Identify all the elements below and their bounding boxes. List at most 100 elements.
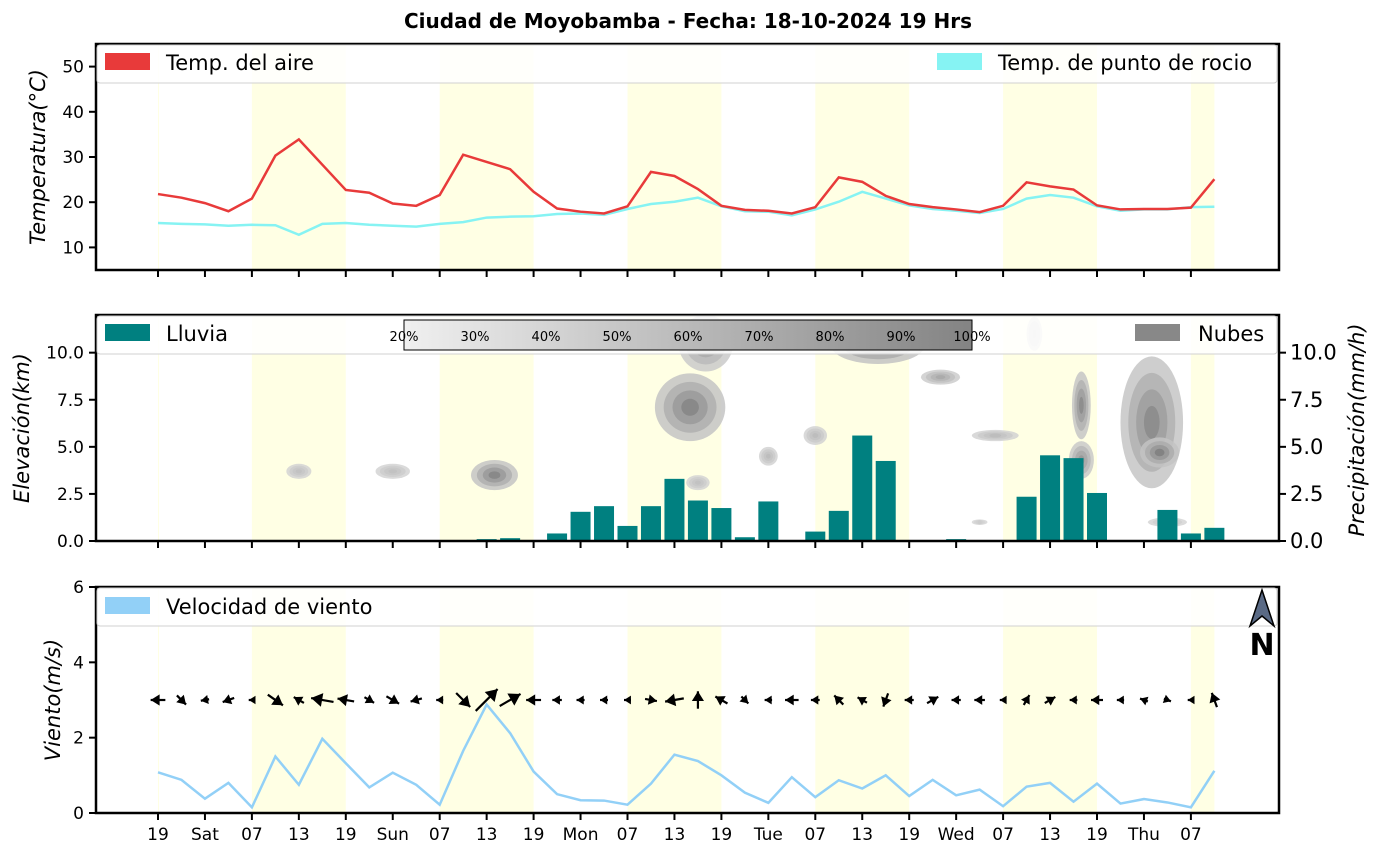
cloud-contour xyxy=(488,471,501,479)
legend-wind: Velocidad de viento xyxy=(166,595,372,619)
wind-arrow xyxy=(1162,694,1172,704)
colorbar-label: 90% xyxy=(887,330,916,345)
x-tick-label: Thu xyxy=(1127,825,1160,845)
daylight-band xyxy=(1190,44,1215,270)
precipitation-y-ticks: 0.0 2.5 5.0 7.5 10.0 xyxy=(1279,341,1337,553)
wind-arrow xyxy=(310,693,334,707)
wind-arrow xyxy=(926,695,939,706)
x-tick-label: 13 xyxy=(476,825,498,845)
legend-dew-point: Temp. de punto de rocio xyxy=(997,51,1252,75)
rain-bar xyxy=(570,511,591,541)
right-y-tick-label: 2.5 xyxy=(1290,482,1323,506)
y-tick-label: 40 xyxy=(62,103,84,123)
cloud-contour xyxy=(694,480,701,485)
wind-speed-line xyxy=(157,702,1216,810)
x-tick-label: 19 xyxy=(335,825,357,845)
rain-bar xyxy=(617,525,638,541)
x-tick-label: 07 xyxy=(804,825,826,845)
right-y-tick-label: 5.0 xyxy=(1290,435,1323,459)
wind-arrow xyxy=(1187,695,1195,705)
wind-arrow xyxy=(691,691,704,709)
rain-bar xyxy=(1204,527,1225,541)
wind-frame xyxy=(94,585,1281,815)
y-tick-label: 20 xyxy=(62,193,84,213)
rain-bar xyxy=(734,537,755,541)
dew-point-line xyxy=(157,190,1215,237)
wind-arrow xyxy=(410,694,423,705)
rain-bar xyxy=(1087,492,1107,541)
rain-bar xyxy=(664,478,685,541)
right-y-tick-label: 10.0 xyxy=(1290,341,1337,365)
rain-bar xyxy=(805,531,826,541)
rain-bar xyxy=(547,533,568,541)
legend-clouds: Nubes xyxy=(1198,322,1264,346)
wind-arrow xyxy=(1116,695,1125,705)
x-tick-label: 13 xyxy=(664,825,686,845)
cloud-contour xyxy=(388,469,398,474)
rain-bar xyxy=(875,460,896,541)
colorbar-label: 60% xyxy=(674,330,703,345)
y-tick-label: 2 xyxy=(73,729,84,749)
x-tick-label: 07 xyxy=(1180,825,1202,845)
x-tick-label: 19 xyxy=(1086,825,1108,845)
wind-arrow xyxy=(176,694,187,706)
rain-bar xyxy=(758,501,779,541)
wind-arrow xyxy=(600,695,609,705)
y-tick-label: 10 xyxy=(62,238,84,258)
rain-bar xyxy=(687,500,708,541)
north-arrow-icon: N xyxy=(1248,587,1276,663)
cloud-contour xyxy=(935,375,946,380)
wind-arrow xyxy=(739,694,750,705)
cloud-contour xyxy=(977,520,982,525)
wind-arrow xyxy=(455,692,471,708)
rain-bar xyxy=(500,538,521,541)
daylight-band xyxy=(1190,315,1215,541)
elevation-y-ticks: 0.0 2.5 5.0 7.5 10.0 xyxy=(46,344,96,552)
y-tick-label: 5.0 xyxy=(57,438,84,458)
colorbar-label: 70% xyxy=(745,330,774,345)
x-tick-label: 07 xyxy=(617,825,639,845)
wind-arrow xyxy=(363,694,375,704)
wind-legend: Velocidad de viento xyxy=(96,587,1278,627)
wind-swatch xyxy=(105,597,150,614)
colorbar-label: 80% xyxy=(816,330,845,345)
wind-arrow xyxy=(526,694,542,706)
wind-speed-line xyxy=(157,702,1216,810)
clouds-swatch xyxy=(1135,324,1180,341)
wind-arrow xyxy=(999,695,1007,705)
wind-arrow xyxy=(150,694,166,706)
y-tick-label: 7.5 xyxy=(57,391,84,411)
cloud-cover-colorbar xyxy=(403,319,973,351)
wind-arrow xyxy=(200,694,210,704)
wind-arrow xyxy=(1090,694,1104,706)
air-temp-swatch xyxy=(105,53,150,70)
cloud-contour xyxy=(989,433,1002,438)
precipitation-y-label: Precipitación(mm/h) xyxy=(1345,323,1369,536)
x-tick-label: 19 xyxy=(711,825,733,845)
wind-arrow xyxy=(222,694,235,705)
colorbar-label: 20% xyxy=(390,330,419,345)
x-tick-label: 07 xyxy=(992,825,1014,845)
daylight-band xyxy=(158,315,159,541)
rain-bar xyxy=(594,506,615,541)
wind-direction-arrows xyxy=(150,688,1221,712)
rain-bar xyxy=(711,508,732,541)
wind-arrow xyxy=(248,695,256,705)
elevation-y-label: Elevación(km) xyxy=(10,353,34,503)
colorbar-label: 30% xyxy=(461,330,490,345)
colorbar-label: 100% xyxy=(953,330,990,345)
x-tick-label: 13 xyxy=(851,825,873,845)
x-tick-label: 13 xyxy=(288,825,310,845)
wind-arrow xyxy=(499,693,522,707)
wind-arrow xyxy=(624,695,631,705)
rain-bar xyxy=(1180,533,1201,541)
legend-rain: Lluvia xyxy=(166,322,228,346)
legend-box xyxy=(96,587,1278,627)
rain-bar xyxy=(852,435,873,541)
y-tick-label: 0.0 xyxy=(57,532,84,552)
legend-air-temp: Temp. del aire xyxy=(165,51,314,75)
air-temp-line xyxy=(157,137,1216,215)
rain-bars xyxy=(453,435,1225,541)
wind-arrow xyxy=(764,695,773,705)
x-tick-label: Sun xyxy=(377,825,409,845)
